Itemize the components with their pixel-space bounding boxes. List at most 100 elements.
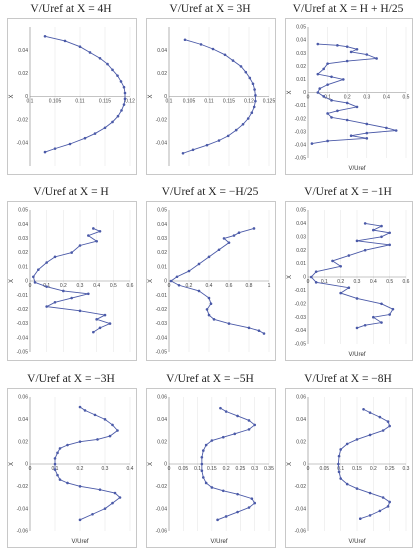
data-point — [103, 126, 107, 130]
x-tick-label: 0.1 — [27, 99, 34, 105]
chart-svg: 0.050.040.030.020.010-0.01-0.02-0.03-0.0… — [287, 25, 410, 172]
data-point — [363, 323, 367, 327]
y-tick-label: 0.01 — [296, 77, 306, 83]
chart-frame: 0.04 0.02 0 -0.02 -0.04 0.1 0.105 0.11 0.115 0.12… — [7, 18, 137, 175]
series-line — [311, 43, 397, 145]
data-point — [95, 318, 98, 321]
y-tick-label: -0.04 — [295, 143, 307, 149]
data-point — [380, 302, 383, 306]
data-point — [58, 447, 62, 450]
data-point — [322, 95, 325, 98]
y-tick-label: 0.04 — [157, 417, 167, 423]
data-point — [355, 239, 359, 243]
data-point — [207, 255, 211, 259]
data-point — [330, 75, 333, 79]
data-point — [337, 470, 341, 474]
x-tick-label: 0.11 — [75, 99, 85, 105]
data-point — [347, 286, 351, 290]
data-point — [92, 330, 95, 334]
data-point — [378, 509, 382, 513]
data-point — [233, 432, 237, 436]
y-tick-label: 0.06 — [296, 395, 306, 401]
y-tick-label: -0.04 — [17, 506, 29, 512]
data-point — [322, 67, 325, 71]
x-tick-label: 0.3 — [403, 466, 410, 472]
data-point — [98, 230, 102, 233]
x-tick-label: 0.25 — [236, 466, 246, 472]
data-point — [244, 70, 248, 74]
data-point — [386, 505, 390, 508]
chart-title: V/Uref at X = −3H — [27, 373, 115, 385]
data-point — [45, 305, 48, 308]
x-tick-label: 0.2 — [77, 466, 84, 472]
y-tick-label: 0.02 — [18, 439, 28, 445]
data-point — [251, 82, 255, 86]
data-point — [122, 103, 126, 106]
y-axis-label: X — [148, 462, 154, 466]
data-point — [254, 99, 257, 103]
chart-svg: 0.04 0.02 0 -0.02 -0.04 0.1 0.105 0.11 0.115 0.12… — [9, 27, 135, 166]
data-point — [106, 62, 109, 66]
data-point — [386, 420, 390, 423]
y-tick-label: -0.02 — [17, 484, 29, 490]
y-tick-label: -0.06 — [295, 529, 307, 535]
data-point — [330, 99, 333, 102]
chart-panel: V/Uref at X = 3H 0.04 0.02 0 -0.02 -0.04 0.1 0.… — [143, 0, 277, 175]
data-point — [92, 227, 95, 230]
data-point — [394, 129, 398, 132]
data-point — [68, 142, 72, 146]
y-axis-label: X — [148, 279, 154, 283]
data-point — [380, 235, 383, 239]
y-tick-label: -0.02 — [156, 484, 168, 490]
chart-panel: V/Uref at X = −H/25 0.05 0.04 0.03 0.02 0.01 0… — [143, 183, 277, 361]
data-point — [45, 261, 48, 264]
y-tick-label: -0.03 — [17, 321, 29, 327]
data-point — [253, 423, 257, 427]
x-tick-label: 0.2 — [337, 279, 344, 285]
data-point — [53, 147, 57, 150]
chart-svg: 0.04 0.02 0 -0.02 -0.04 0.1 0.105 0.11 0.115 0.12… — [148, 27, 275, 166]
chart-svg: 0.060.040.020-0.02-0.04-0.0600.10.20.30.… — [9, 395, 134, 545]
y-tick-label: -0.04 — [295, 328, 307, 334]
x-tick-label: 0.6 — [127, 283, 134, 289]
data-point — [217, 139, 221, 142]
data-point — [337, 462, 340, 466]
data-point — [326, 112, 329, 115]
data-point — [247, 506, 251, 509]
x-tick-label: 0.2 — [60, 283, 67, 289]
data-point — [32, 275, 35, 279]
chart-svg: 0.050.040.030.020.010-0.01-0.02-0.03-0.0… — [148, 208, 271, 356]
data-point — [209, 302, 213, 306]
data-point — [355, 297, 359, 300]
data-point — [349, 50, 353, 54]
y-tick-label: -0.06 — [156, 529, 168, 535]
x-tick-label: 0.3 — [77, 283, 84, 289]
data-point — [205, 308, 209, 311]
x-axis-label: V/Uref — [210, 539, 227, 545]
chart-title: V/Uref at X = −H/25 — [161, 186, 259, 198]
data-point — [45, 285, 48, 288]
chart-panel: V/Uref at X = −3H 0.06 0.04 0.02 0 -0.02 -0.04… — [4, 370, 138, 548]
x-tick-label: 0.3 — [363, 95, 370, 101]
data-point — [58, 478, 62, 481]
data-point — [236, 492, 239, 496]
data-point — [207, 296, 211, 300]
data-point — [227, 322, 231, 325]
data-point — [355, 487, 359, 490]
y-tick-label: 0 — [25, 462, 28, 468]
data-point — [53, 301, 57, 304]
data-point — [56, 473, 59, 477]
y-tick-label: 0.05 — [296, 208, 306, 214]
data-point — [314, 281, 318, 284]
chart-title: V/Uref at X = H — [33, 186, 109, 198]
data-point — [362, 407, 365, 411]
y-tick-label: 0 — [25, 94, 28, 100]
x-tick-label: 0.4 — [370, 279, 377, 285]
chart-frame: 0.060.040.020-0.02-0.04-0.0600.10.20.30.… — [7, 388, 137, 548]
data-point — [181, 151, 185, 155]
y-tick-label: -0.01 — [156, 293, 168, 299]
data-point — [380, 224, 383, 228]
data-point — [200, 462, 204, 466]
data-point — [78, 244, 82, 247]
x-tick-label: 0.6 — [403, 279, 410, 285]
